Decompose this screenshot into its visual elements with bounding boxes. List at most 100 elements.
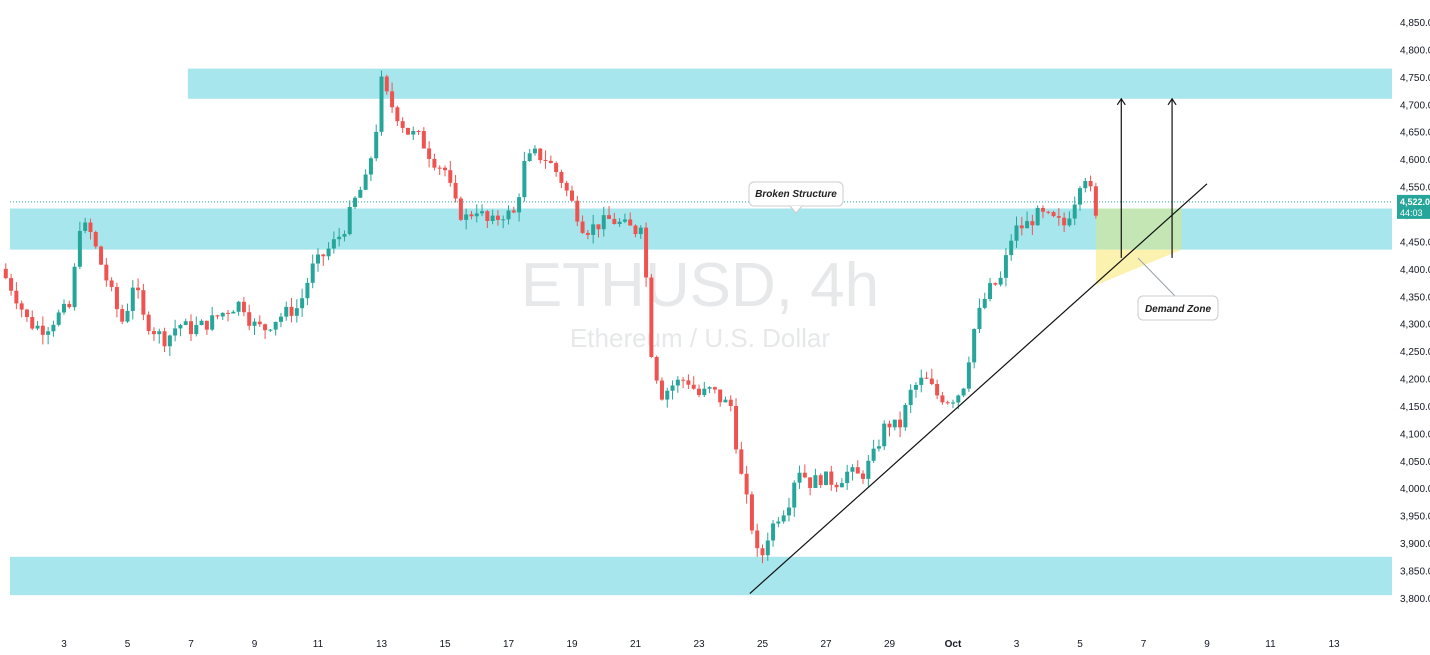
date-tick-4: 9 xyxy=(252,639,258,650)
candle-body-147 xyxy=(781,515,786,522)
demand-zone-lower xyxy=(1095,249,1182,286)
candle-body-5 xyxy=(30,317,35,329)
candle-body-9 xyxy=(51,324,56,332)
candle-body-200 xyxy=(1062,217,1067,226)
candle-body-157 xyxy=(834,484,839,488)
target-arrow-head-2 xyxy=(1167,97,1177,106)
candle-body-54 xyxy=(289,306,294,316)
candle-body-60 xyxy=(321,254,326,257)
candle-body-201 xyxy=(1067,218,1072,226)
demand-zone-upper xyxy=(1095,208,1182,250)
candle-body-6 xyxy=(35,325,40,329)
price-tick-22: 3,800.0 xyxy=(1400,594,1430,605)
candle-body-182 xyxy=(966,362,971,389)
candle-body-62 xyxy=(331,239,336,249)
price-axis[interactable]: 4,850.0 4,800.0 4,750.0 4,700.0 4,650.0 4,600… xyxy=(1400,18,1430,605)
candle-body-184 xyxy=(977,307,982,330)
candle-body-164 xyxy=(871,448,876,461)
candle-body-142 xyxy=(755,530,760,549)
candle-body-75 xyxy=(400,121,405,128)
candle-body-41 xyxy=(220,312,225,317)
candle-body-199 xyxy=(1056,216,1061,218)
candle-body-203 xyxy=(1078,188,1082,205)
price-tick-9: 4,450.0 xyxy=(1400,237,1430,248)
candle-body-181 xyxy=(961,388,966,396)
candle-body-36 xyxy=(194,325,199,335)
candle-body-128 xyxy=(681,379,686,381)
candle-body-114 xyxy=(607,215,612,219)
candle-body-146 xyxy=(776,521,781,524)
candle-body-7 xyxy=(40,325,45,335)
annotations-layer: Broken Structure Demand Zone xyxy=(748,181,1219,321)
candle-body-130 xyxy=(691,384,696,389)
date-tick-18: 7 xyxy=(1141,639,1147,650)
time-axis[interactable]: 3 5 7 9 11 13 15 17 19 21 23 25 27 29 Oct 3 5 7 9 11 13 xyxy=(61,639,1340,650)
candle-body-191 xyxy=(1014,225,1019,241)
zones-layer xyxy=(10,68,1393,596)
date-tick-19: 9 xyxy=(1204,639,1210,650)
candle-body-204 xyxy=(1083,181,1088,189)
candle-body-187 xyxy=(993,283,998,285)
candle-body-198 xyxy=(1051,212,1056,217)
date-tick-3: 7 xyxy=(188,639,194,650)
candle-body-115 xyxy=(612,218,617,225)
candle-body-155 xyxy=(824,471,828,486)
candle-body-28 xyxy=(151,331,156,335)
candle-body-172 xyxy=(913,384,918,390)
candle-body-135 xyxy=(718,389,723,403)
candle-body-102 xyxy=(543,160,548,162)
candle-body-121 xyxy=(644,227,649,278)
date-tick-17: 5 xyxy=(1077,639,1083,650)
candle-body-90 xyxy=(480,211,485,214)
date-tick-14: 29 xyxy=(884,639,896,650)
candle-body-160 xyxy=(850,467,855,472)
candle-body-18 xyxy=(99,246,104,265)
price-tick-21: 3,850.0 xyxy=(1400,567,1430,578)
broken-structure-callout[interactable]: Broken Structure xyxy=(748,181,844,214)
watermark-name: Ethereum / U.S. Dollar xyxy=(570,323,830,353)
price-tick-6: 4,600.0 xyxy=(1400,155,1430,166)
broken-structure-label: Broken Structure xyxy=(755,189,837,200)
candle-body-104 xyxy=(554,162,559,172)
price-tick-17: 4,050.0 xyxy=(1400,457,1430,468)
broken-structure-pointer xyxy=(789,205,803,214)
candle-body-57 xyxy=(305,282,310,299)
price-tick-11: 4,350.0 xyxy=(1400,292,1430,303)
candle-body-100 xyxy=(532,148,537,154)
candle-body-44 xyxy=(236,301,241,312)
candle-body-118 xyxy=(628,219,633,226)
candle-body-37 xyxy=(199,320,204,326)
candle-body-98 xyxy=(522,160,527,198)
candle-body-32 xyxy=(173,328,178,336)
candle-body-0 xyxy=(3,268,8,279)
candle-body-11 xyxy=(62,303,66,313)
candle-body-124 xyxy=(659,380,664,400)
candle-body-92 xyxy=(490,215,495,221)
price-tick-2: 4,800.0 xyxy=(1400,45,1430,56)
price-tick-5: 4,650.0 xyxy=(1400,128,1430,139)
price-tick-19: 3,950.0 xyxy=(1400,512,1430,523)
candle-body-99 xyxy=(527,153,532,161)
candle-body-8 xyxy=(46,331,51,335)
candle-body-202 xyxy=(1072,204,1077,219)
candle-body-151 xyxy=(802,472,807,478)
candle-body-101 xyxy=(538,148,543,161)
candle-body-156 xyxy=(829,471,834,485)
candle-body-178 xyxy=(945,402,950,404)
demand-zone-callout[interactable]: Demand Zone xyxy=(1137,257,1219,321)
candle-body-95 xyxy=(506,210,511,220)
candle-body-50 xyxy=(268,329,273,331)
candle-body-21 xyxy=(114,287,119,310)
candle-body-158 xyxy=(839,483,844,488)
candle-body-63 xyxy=(337,236,342,240)
candle-body-12 xyxy=(67,303,72,308)
candle-body-96 xyxy=(511,210,516,213)
candle-body-43 xyxy=(231,311,236,314)
target-arrow-head-1 xyxy=(1116,97,1126,106)
candle-body-154 xyxy=(818,475,823,486)
candle-body-20 xyxy=(109,280,114,288)
candle-body-24 xyxy=(130,287,135,311)
candle-body-45 xyxy=(241,301,246,313)
candle-body-185 xyxy=(982,298,987,308)
